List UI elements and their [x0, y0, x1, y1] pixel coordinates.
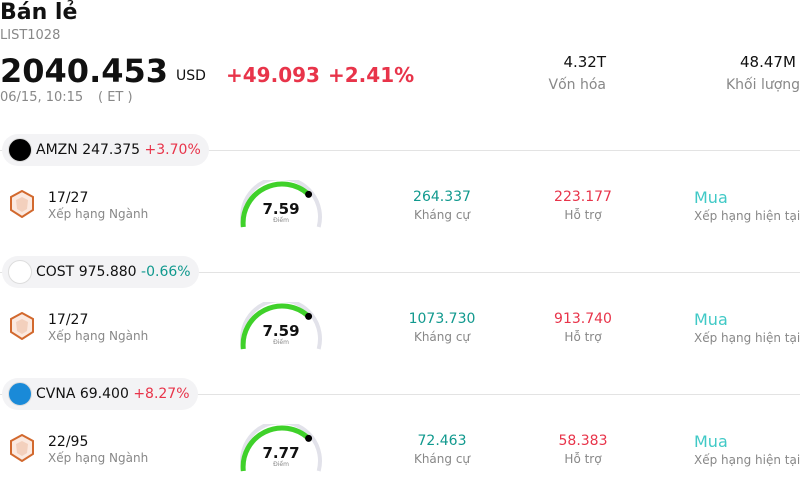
price: 2040.453 [0, 52, 169, 90]
support-label: Hỗ trợ [564, 208, 602, 222]
ticker: AMZN [36, 142, 78, 158]
support: 223.177 [554, 189, 612, 205]
support-label: Hỗ trợ [564, 330, 602, 344]
stock-pill[interactable]: AMZN 247.375 +3.70% [2, 134, 209, 166]
title: Bán lẻ [0, 0, 78, 25]
rank-icon [10, 311, 34, 341]
code: LIST1028 [0, 28, 61, 43]
support: 58.383 [558, 433, 608, 449]
ticker: CVNA [36, 386, 76, 402]
stock-change: +3.70% [144, 142, 201, 158]
stock-change: -0.66% [141, 264, 191, 280]
resistance-label: Kháng cự [413, 330, 471, 344]
support-label: Hỗ trợ [564, 452, 602, 466]
rating-label: Xếp hạng hiện tại [694, 331, 800, 345]
stat-value: 4.32T [563, 53, 606, 71]
score: 7.77 [262, 444, 300, 462]
rank-icon [10, 433, 34, 463]
rating: Mua [694, 188, 728, 207]
score-label: Điểm [273, 339, 289, 346]
rank: 17/27 [48, 312, 89, 328]
divider [0, 150, 800, 151]
resistance: 1073.730 [408, 311, 476, 327]
divider [0, 272, 800, 273]
rank-shield [10, 311, 34, 341]
stat-label: Khối lượng [726, 77, 800, 93]
stat-label: Vốn hóa [548, 77, 606, 93]
rating-label: Xếp hạng hiện tại [694, 453, 800, 467]
stock-change: +8.27% [133, 386, 190, 402]
resistance: 72.463 [417, 433, 467, 449]
rank-shield [10, 433, 34, 463]
logo [8, 260, 32, 284]
ticker: COST [36, 264, 75, 280]
change-pct: +2.41% [328, 63, 415, 87]
resistance-label: Kháng cự [413, 452, 471, 466]
rating-label: Xếp hạng hiện tại [694, 209, 800, 223]
stock-price: 975.880 [78, 264, 137, 280]
rank-shield [10, 189, 34, 219]
resistance-label: Kháng cự [413, 208, 471, 222]
rank: 22/95 [48, 434, 89, 450]
stock-price: 69.400 [79, 386, 129, 402]
timezone: ( ET ) [98, 90, 133, 105]
currency: USD [176, 68, 206, 84]
stock-price: 247.375 [82, 142, 141, 158]
score-label: Điểm [273, 217, 289, 224]
rank-label: Xếp hạng Ngành [48, 329, 149, 343]
divider [0, 394, 800, 395]
score: 7.59 [262, 322, 300, 340]
stat-value: 48.47M [740, 53, 796, 71]
stock-pill[interactable]: CVNA 69.400 +8.27% [2, 378, 198, 410]
score-label: Điểm [273, 461, 289, 468]
resistance: 264.337 [413, 189, 471, 205]
rating: Mua [694, 432, 728, 451]
rank: 17/27 [48, 190, 89, 206]
logo [8, 138, 32, 162]
change: +49.093 [226, 63, 320, 87]
rank-label: Xếp hạng Ngành [48, 451, 149, 465]
rating: Mua [694, 310, 728, 329]
time: 06/15, 10:15 [0, 90, 84, 105]
rank-icon [10, 189, 34, 219]
score: 7.59 [262, 200, 300, 218]
rank-label: Xếp hạng Ngành [48, 207, 149, 221]
logo [8, 382, 32, 406]
stock-pill[interactable]: COST 975.880 -0.66% [2, 256, 199, 288]
support: 913.740 [554, 311, 612, 327]
